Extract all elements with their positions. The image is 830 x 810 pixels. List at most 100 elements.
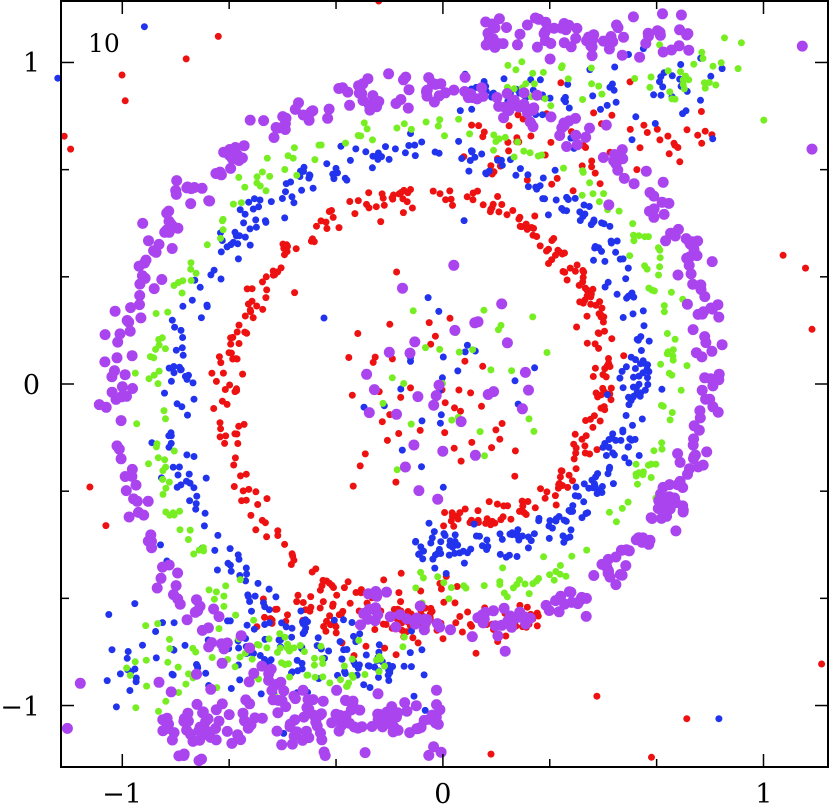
data-point (664, 348, 672, 356)
data-point (420, 616, 432, 628)
data-point (166, 645, 174, 653)
data-point (176, 363, 183, 371)
data-point (760, 116, 768, 124)
data-point (160, 407, 168, 415)
data-point (145, 375, 153, 383)
data-point (281, 633, 289, 641)
data-point (276, 739, 288, 751)
data-point (586, 50, 598, 62)
data-point (446, 537, 454, 545)
data-point (240, 694, 252, 706)
data-point (544, 53, 556, 65)
data-point (398, 446, 406, 454)
data-point (687, 439, 699, 451)
data-point (183, 451, 191, 459)
data-point (289, 154, 297, 162)
data-point (646, 83, 654, 91)
data-point (319, 673, 327, 681)
data-point (545, 111, 557, 123)
data-point (326, 612, 334, 620)
data-point (694, 131, 702, 139)
data-point (400, 380, 408, 387)
y-tick-label: 0 (23, 370, 40, 401)
data-point (399, 209, 407, 217)
data-point (624, 264, 632, 272)
data-point (409, 634, 417, 642)
data-point (258, 115, 270, 127)
data-point (223, 709, 235, 721)
data-point (579, 96, 587, 103)
data-point (364, 104, 376, 116)
data-point (316, 604, 324, 612)
data-point (669, 492, 680, 504)
data-point (202, 474, 210, 482)
data-point (535, 575, 543, 582)
data-point (297, 684, 309, 696)
data-point (701, 446, 713, 458)
data-point (179, 351, 187, 359)
data-point (515, 215, 523, 223)
data-point (188, 296, 196, 304)
data-point (439, 483, 447, 491)
data-point (562, 98, 569, 106)
data-point (543, 605, 555, 616)
data-point (432, 718, 444, 730)
data-point (276, 630, 284, 638)
data-point (288, 633, 296, 641)
data-point (407, 186, 414, 193)
data-point (226, 737, 238, 749)
data-point (322, 627, 330, 635)
data-point (712, 81, 720, 89)
data-point (322, 112, 334, 124)
data-point (208, 654, 216, 661)
data-point (468, 622, 476, 630)
data-point (476, 82, 488, 94)
data-point (602, 452, 610, 459)
data-point (641, 233, 649, 241)
data-point (428, 534, 436, 542)
data-point (553, 606, 565, 618)
data-point (172, 567, 184, 579)
data-point (203, 301, 211, 309)
data-point (512, 66, 520, 74)
data-point (656, 254, 664, 262)
data-point (632, 470, 640, 478)
data-point (245, 198, 253, 206)
data-point (190, 453, 198, 460)
data-point (409, 336, 421, 348)
data-point (578, 514, 586, 522)
data-point (654, 244, 662, 252)
data-point (133, 506, 144, 518)
data-point (182, 715, 194, 727)
data-point (448, 416, 456, 424)
data-point (441, 132, 448, 140)
data-point (432, 551, 439, 559)
data-point (701, 84, 709, 92)
data-point (256, 660, 268, 672)
data-point (606, 463, 614, 471)
data-point (630, 534, 642, 546)
data-point (155, 336, 163, 343)
data-point (531, 364, 539, 372)
data-point (317, 695, 329, 707)
data-point (388, 194, 396, 202)
data-point (263, 533, 271, 541)
data-point (242, 470, 250, 478)
data-point (618, 31, 629, 43)
data-point (563, 276, 571, 284)
data-point (633, 166, 641, 174)
data-point (441, 509, 449, 516)
data-point (123, 511, 135, 523)
data-point (390, 621, 402, 633)
data-point (193, 492, 201, 500)
data-point (378, 190, 386, 198)
data-point (135, 312, 147, 324)
data-point (151, 582, 163, 594)
data-point (233, 385, 240, 393)
data-point (639, 307, 647, 315)
data-point (344, 99, 356, 111)
data-point (119, 369, 131, 381)
data-point (632, 113, 640, 121)
data-point (529, 12, 541, 24)
